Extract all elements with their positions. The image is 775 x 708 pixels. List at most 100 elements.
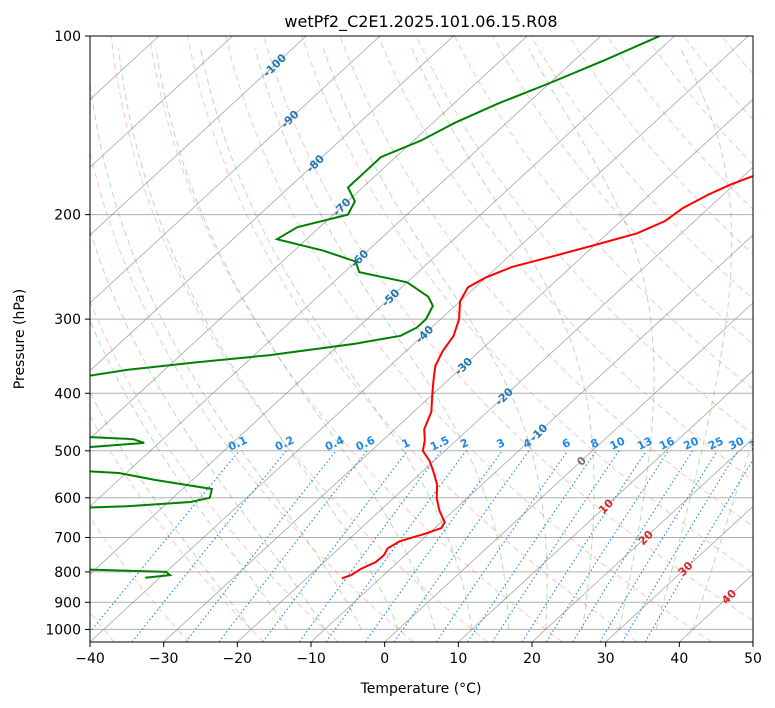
x-tick-label: −20 (223, 651, 253, 667)
mixing-ratio-label: 20 (681, 434, 701, 452)
dry-adiabat-line (530, 36, 753, 300)
moist-adiabat-line (655, 48, 733, 630)
x-tick-label: −30 (149, 651, 179, 667)
mixing-ratio-line (435, 450, 569, 642)
x-tick-label: 20 (523, 651, 541, 667)
x-tick-label: 30 (597, 651, 615, 667)
mixing-ratio-label: 13 (635, 434, 654, 452)
isotherm-line (90, 36, 454, 372)
dry-adiabat-line (90, 300, 339, 642)
dry-adiabat-line (148, 36, 563, 642)
isotherm-line (458, 370, 753, 642)
isotherm-line (679, 573, 753, 642)
isotherm-line (90, 36, 307, 236)
dry-adiabat-line (721, 36, 753, 75)
dry-adiabat-line (568, 36, 753, 255)
mixing-ratio-label: 25 (706, 434, 725, 452)
mixing-ratio-label: 6 (560, 436, 573, 451)
mixing-ratio-label: 2 (458, 436, 470, 451)
mixing-ratio-line (185, 450, 337, 642)
mixing-ratio-line (491, 450, 620, 642)
y-tick-label: 400 (54, 386, 81, 402)
mixing-ratio-label: 8 (589, 436, 601, 451)
dry-adiabat-line (454, 36, 753, 390)
isotherm-line (163, 98, 753, 642)
isotherm-line (90, 36, 528, 440)
isotherm-line (605, 505, 753, 642)
x-tick-label: −10 (296, 651, 326, 667)
moist-adiabat-line (254, 48, 510, 630)
y-tick-label: 700 (54, 531, 81, 547)
moist-adiabat-line (323, 48, 548, 630)
mixing-ratio-line (621, 450, 739, 642)
mixing-ratio-line (572, 450, 694, 642)
x-tick-label: 40 (670, 651, 688, 667)
x-axis-label: Temperature (°C) (360, 681, 482, 697)
moist-adiabat-line (199, 48, 473, 630)
dry-adiabat-line (492, 36, 753, 345)
dry-adiabat-line (644, 36, 753, 166)
temperature-profile-line (341, 175, 753, 580)
axes: −40 −30 −20 −10 0 10 20 30 40 50 100 200 300 400 500 60… (45, 29, 762, 667)
isotherm-line (90, 36, 749, 642)
moist-adiabat-line (411, 48, 595, 630)
isotherm-line (90, 36, 675, 575)
dry-adiabat-line (90, 415, 264, 642)
x-tick-label: 10 (449, 651, 467, 667)
dry-adiabat-line (760, 36, 775, 642)
mixing-ratio-line (218, 450, 368, 642)
mixing-ratio-label: 36 (747, 434, 767, 452)
y-tick-label: 600 (54, 491, 81, 507)
dry-adiabat-line (225, 36, 712, 642)
dry-adiabat-line (415, 36, 753, 435)
mixing-ratio-label: 16 (657, 434, 677, 452)
mixing-ratio-line (262, 450, 408, 642)
mixing-ratio-line (393, 450, 530, 642)
y-tick-label: 300 (54, 312, 81, 328)
isotherm-line (384, 302, 753, 642)
moist-adiabat-line (90, 78, 362, 630)
y-tick-label: 800 (54, 565, 81, 581)
dewpoint-profile-line (90, 36, 661, 579)
dry-adiabat-line (90, 516, 190, 642)
isotherm-line (752, 641, 753, 642)
profiles (90, 36, 753, 580)
mixing-ratio-line (599, 450, 718, 642)
line-labels: 0.1 0.2 0.4 0.6 1 1.5 2 3 4 6 8 10 13 16 20 25 30 36-100-… (226, 51, 767, 607)
isotherm-line (531, 437, 753, 642)
isotherm-line (90, 36, 381, 304)
dry-adiabat-line (377, 36, 753, 481)
dry-adiabat-line (301, 36, 753, 574)
mixing-ratio-line (325, 450, 467, 642)
mixing-ratio-label: 30 (727, 434, 747, 452)
y-tick-label: 1000 (45, 622, 81, 638)
mixing-ratio-label: 3 (495, 436, 507, 451)
y-tick-label: 100 (54, 29, 81, 45)
mixing-ratio-line (521, 450, 647, 642)
mixing-ratio-line (364, 450, 503, 642)
mixing-ratio-line (131, 450, 287, 642)
dry-adiabat-line (90, 149, 414, 642)
y-tick-label: 200 (54, 208, 81, 224)
dry-adiabat-line (110, 36, 488, 642)
isotherm-line (237, 166, 753, 642)
dry-adiabat-line (606, 36, 753, 211)
isotherm-line (310, 234, 753, 642)
y-axis-label: Pressure (hPa) (12, 289, 28, 389)
mixing-ratio-line (90, 450, 240, 633)
plot-frame (89, 35, 754, 643)
y-tick-label: 500 (54, 444, 81, 460)
mixing-ratio-line (545, 450, 669, 642)
x-tick-label: 50 (744, 651, 762, 667)
dry-adiabat-line (263, 36, 753, 622)
x-tick-label: −40 (75, 651, 105, 667)
moist-adiabat-line (155, 48, 436, 630)
moist-adiabat-line (90, 319, 289, 630)
chart-title: wetPf2_C2E1.2025.101.06.15.R08 (284, 12, 557, 32)
mixing-ratio-line (298, 450, 442, 642)
moist-adiabat-line (692, 438, 753, 630)
x-tick-label: 0 (380, 651, 389, 667)
mixing-ratio-line (467, 450, 597, 642)
isotherm-line (90, 36, 602, 507)
